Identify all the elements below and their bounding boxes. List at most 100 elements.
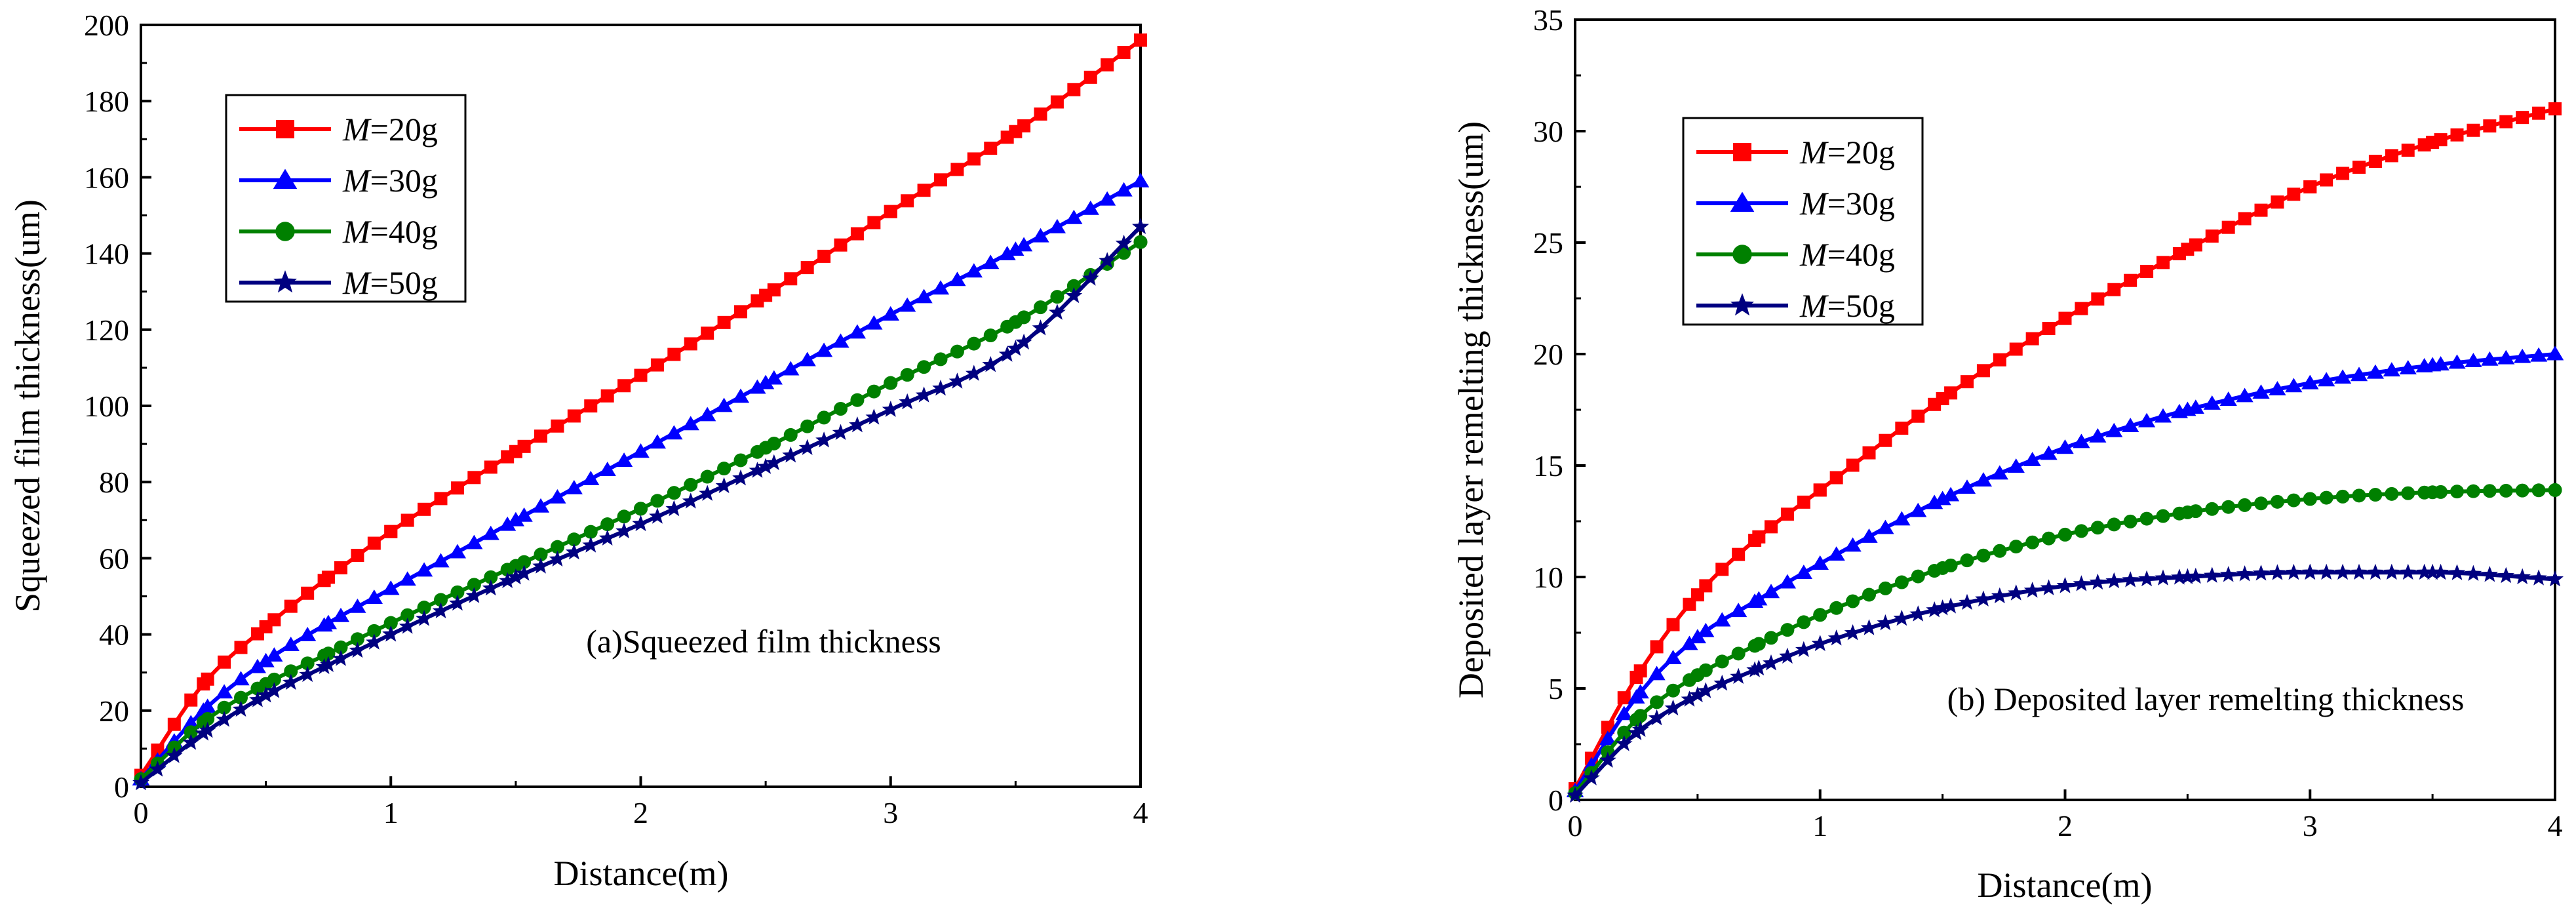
data-point xyxy=(532,498,550,513)
axis-ticks: 0 1 2 3 4 0 5 10 15 20 25 30 35 xyxy=(1533,3,2563,843)
data-point xyxy=(382,626,400,642)
data-point xyxy=(2465,565,2482,581)
data-point xyxy=(699,407,716,422)
data-point xyxy=(1751,637,1766,651)
data-point xyxy=(884,376,898,390)
data-point xyxy=(484,570,498,584)
data-point xyxy=(1034,107,1047,121)
data-point xyxy=(465,534,483,549)
data-point xyxy=(1628,689,1645,704)
data-point xyxy=(684,477,698,492)
data-point xyxy=(2075,302,2088,315)
data-point xyxy=(367,624,381,638)
data-point xyxy=(2481,351,2499,366)
data-point xyxy=(2285,563,2303,580)
data-point xyxy=(865,408,883,425)
data-point xyxy=(334,561,347,574)
data-point xyxy=(1877,614,1894,631)
data-point xyxy=(1926,494,1943,509)
data-point xyxy=(2009,342,2023,356)
legend-marker xyxy=(1730,191,1755,212)
y-tick-label: 200 xyxy=(84,9,129,42)
data-point xyxy=(2532,106,2546,120)
data-point xyxy=(467,578,481,592)
data-point xyxy=(2367,563,2384,580)
data-point xyxy=(2219,566,2237,582)
data-point xyxy=(2424,357,2442,372)
y-tick-label: 30 xyxy=(1533,115,1563,148)
data-point xyxy=(1936,561,1950,575)
data-point xyxy=(1991,465,2008,480)
data-point xyxy=(1583,769,1600,785)
data-point xyxy=(1117,45,1131,59)
data-point xyxy=(416,610,433,626)
data-point xyxy=(1975,590,1992,606)
data-point xyxy=(2499,483,2513,498)
data-point xyxy=(465,587,483,603)
data-point xyxy=(948,271,966,287)
legend-label-variable: M xyxy=(1799,134,1829,170)
data-point xyxy=(434,593,448,607)
data-point xyxy=(1934,599,1951,616)
y-tick-label: 35 xyxy=(1533,3,1563,37)
data-point xyxy=(1958,479,1976,494)
data-point xyxy=(400,608,415,622)
data-point xyxy=(366,633,383,650)
data-point xyxy=(2432,563,2449,580)
data-point xyxy=(1615,705,1633,721)
data-point xyxy=(850,227,864,241)
legend-label-variable: M xyxy=(342,111,372,148)
data-point xyxy=(1034,300,1047,315)
data-point xyxy=(617,379,631,393)
data-point xyxy=(1065,287,1083,304)
data-point xyxy=(1993,353,2006,367)
data-point xyxy=(534,547,548,562)
data-point xyxy=(1846,458,1860,472)
y-tick-label: 0 xyxy=(114,770,129,804)
data-point xyxy=(2448,354,2466,369)
data-point xyxy=(2073,575,2090,591)
data-point xyxy=(1765,520,1778,534)
y-tick-label: 140 xyxy=(84,237,129,271)
data-point xyxy=(1617,725,1631,740)
data-point xyxy=(2040,579,2058,595)
data-point xyxy=(1697,622,1715,637)
data-point xyxy=(582,536,600,553)
data-point xyxy=(450,585,465,599)
data-point xyxy=(2448,564,2466,580)
data-point xyxy=(2042,321,2056,335)
data-point xyxy=(2089,427,2107,443)
data-point xyxy=(2221,500,2236,514)
legend-label-value: =50g xyxy=(1827,287,1895,324)
legend-entry: M=40g xyxy=(1696,236,1895,273)
data-point xyxy=(1688,629,1706,644)
data-point xyxy=(934,173,947,187)
legend-label-value: =40g xyxy=(1827,236,1895,273)
data-point xyxy=(284,664,298,679)
data-point xyxy=(2530,569,2547,586)
data-point xyxy=(2074,524,2088,538)
data-point xyxy=(1015,333,1032,350)
data-point xyxy=(1066,279,1081,293)
data-point xyxy=(482,525,499,540)
data-point xyxy=(215,684,233,699)
data-point xyxy=(332,607,350,622)
data-point xyxy=(2236,565,2254,582)
y-tick-label: 10 xyxy=(1533,561,1563,594)
data-point xyxy=(798,439,816,455)
data-point xyxy=(1666,683,1680,698)
data-point xyxy=(2123,514,2137,528)
data-point xyxy=(434,492,448,506)
legend-marker xyxy=(276,120,294,138)
data-point xyxy=(549,488,566,504)
data-point xyxy=(449,594,466,611)
series-1 xyxy=(134,33,1147,782)
data-point xyxy=(384,525,398,538)
data-point xyxy=(2089,573,2107,590)
x-axis-label: Distance(m) xyxy=(554,854,729,893)
data-point xyxy=(509,559,523,573)
data-point xyxy=(998,346,1016,362)
series-layer xyxy=(1566,102,2564,803)
data-point xyxy=(931,280,950,295)
